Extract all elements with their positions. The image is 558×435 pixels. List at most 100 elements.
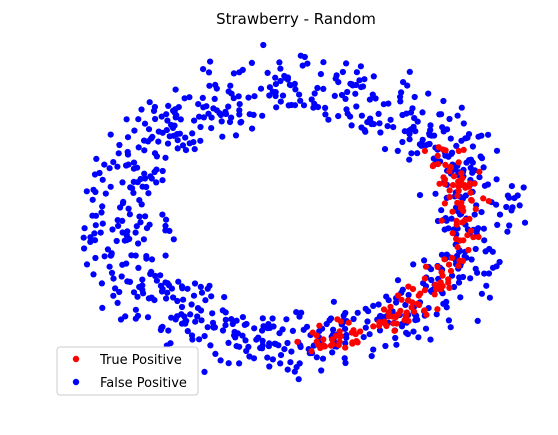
false-positive-point: [442, 152, 449, 159]
false-positive-point: [288, 348, 295, 355]
true-positive-point: [421, 275, 428, 282]
false-positive-point: [200, 66, 207, 73]
false-positive-point: [83, 261, 91, 268]
false-positive-point: [474, 317, 481, 324]
false-positive-point: [310, 104, 317, 111]
false-positive-point: [246, 353, 253, 360]
true-positive-point: [320, 336, 327, 343]
true-positive-point: [385, 313, 392, 320]
true-positive-point: [455, 159, 462, 166]
false-positive-point: [319, 355, 327, 362]
true-positive-point: [430, 162, 437, 169]
true-positive-point: [472, 206, 479, 213]
false-positive-point: [266, 84, 273, 91]
false-positive-point: [87, 238, 94, 245]
false-positive-point: [354, 309, 361, 316]
false-positive-point: [188, 332, 196, 339]
false-positive-point: [259, 342, 266, 349]
false-positive-point: [201, 368, 208, 375]
false-positive-point: [478, 132, 485, 139]
false-positive-point: [266, 340, 273, 347]
false-positive-point: [165, 327, 172, 334]
false-positive-point: [222, 322, 229, 329]
false-positive-point: [249, 125, 256, 132]
false-positive-point: [87, 234, 94, 241]
false-positive-point: [381, 146, 389, 153]
true-positive-point: [417, 290, 424, 297]
false-positive-point: [330, 298, 337, 305]
false-positive-point: [143, 253, 150, 260]
true-positive-point: [354, 339, 361, 346]
false-positive-point: [108, 269, 116, 276]
false-positive-point: [282, 74, 289, 82]
false-positive-point: [99, 304, 106, 311]
false-positive-point: [481, 270, 488, 277]
false-positive-point: [124, 148, 131, 156]
false-positive-point: [109, 226, 116, 233]
false-positive-point: [99, 176, 106, 183]
false-positive-point: [225, 360, 232, 367]
true-positive-point: [440, 174, 447, 181]
false-positive-point: [152, 272, 159, 279]
false-positive-point: [141, 120, 149, 127]
false-positive-point: [422, 325, 430, 332]
false-positive-point: [145, 295, 152, 302]
false-positive-point: [377, 312, 384, 320]
false-positive-point: [180, 296, 187, 303]
false-positive-point: [359, 83, 367, 90]
false-positive-point: [213, 107, 220, 114]
false-positive-point: [255, 334, 262, 341]
true-positive-point: [485, 198, 492, 205]
true-positive-point: [447, 164, 454, 171]
false-positive-point: [164, 289, 171, 296]
false-positive-point: [493, 201, 500, 208]
false-positive-point: [165, 282, 173, 289]
false-positive-point: [97, 229, 104, 236]
false-positive-point: [99, 220, 106, 227]
legend-marker-false-positive: [72, 378, 80, 386]
false-positive-point: [118, 273, 125, 280]
false-positive-point: [382, 342, 389, 350]
false-positive-point: [385, 100, 392, 107]
true-positive-point: [457, 204, 464, 211]
true-positive-point: [471, 180, 478, 187]
false-positive-point: [360, 334, 367, 341]
false-positive-point: [203, 103, 210, 110]
false-positive-point: [353, 69, 360, 76]
false-positive-point: [153, 166, 160, 173]
false-positive-point: [298, 309, 305, 316]
false-positive-point: [286, 81, 293, 88]
true-positive-point: [308, 348, 315, 355]
false-positive-point: [390, 124, 397, 131]
false-positive-point: [445, 317, 452, 324]
false-positive-point: [269, 356, 276, 363]
false-positive-point: [403, 329, 410, 336]
false-positive-point: [343, 106, 350, 113]
false-positive-point: [438, 207, 445, 214]
false-positive-point: [425, 90, 432, 97]
false-positive-point: [266, 92, 273, 99]
false-positive-point: [289, 327, 296, 334]
legend-marker-true-positive: [72, 355, 80, 363]
false-positive-point: [153, 179, 160, 186]
false-positive-point: [107, 183, 114, 190]
false-positive-point: [394, 147, 401, 154]
false-positive-point: [313, 354, 320, 361]
false-positive-point: [375, 110, 382, 117]
false-positive-point: [101, 161, 108, 168]
false-positive-point: [494, 221, 501, 228]
false-positive-point: [89, 196, 96, 203]
true-positive-point: [421, 147, 428, 154]
true-positive-point: [460, 146, 467, 153]
false-positive-point: [485, 131, 492, 138]
false-positive-point: [342, 359, 349, 367]
false-positive-point: [148, 256, 156, 263]
false-positive-point: [110, 159, 117, 166]
false-positive-point: [446, 115, 453, 123]
false-positive-point: [164, 140, 172, 147]
false-positive-point: [197, 283, 204, 290]
true-positive-point: [455, 187, 462, 194]
false-positive-point: [458, 137, 465, 144]
false-positive-point: [173, 112, 180, 119]
